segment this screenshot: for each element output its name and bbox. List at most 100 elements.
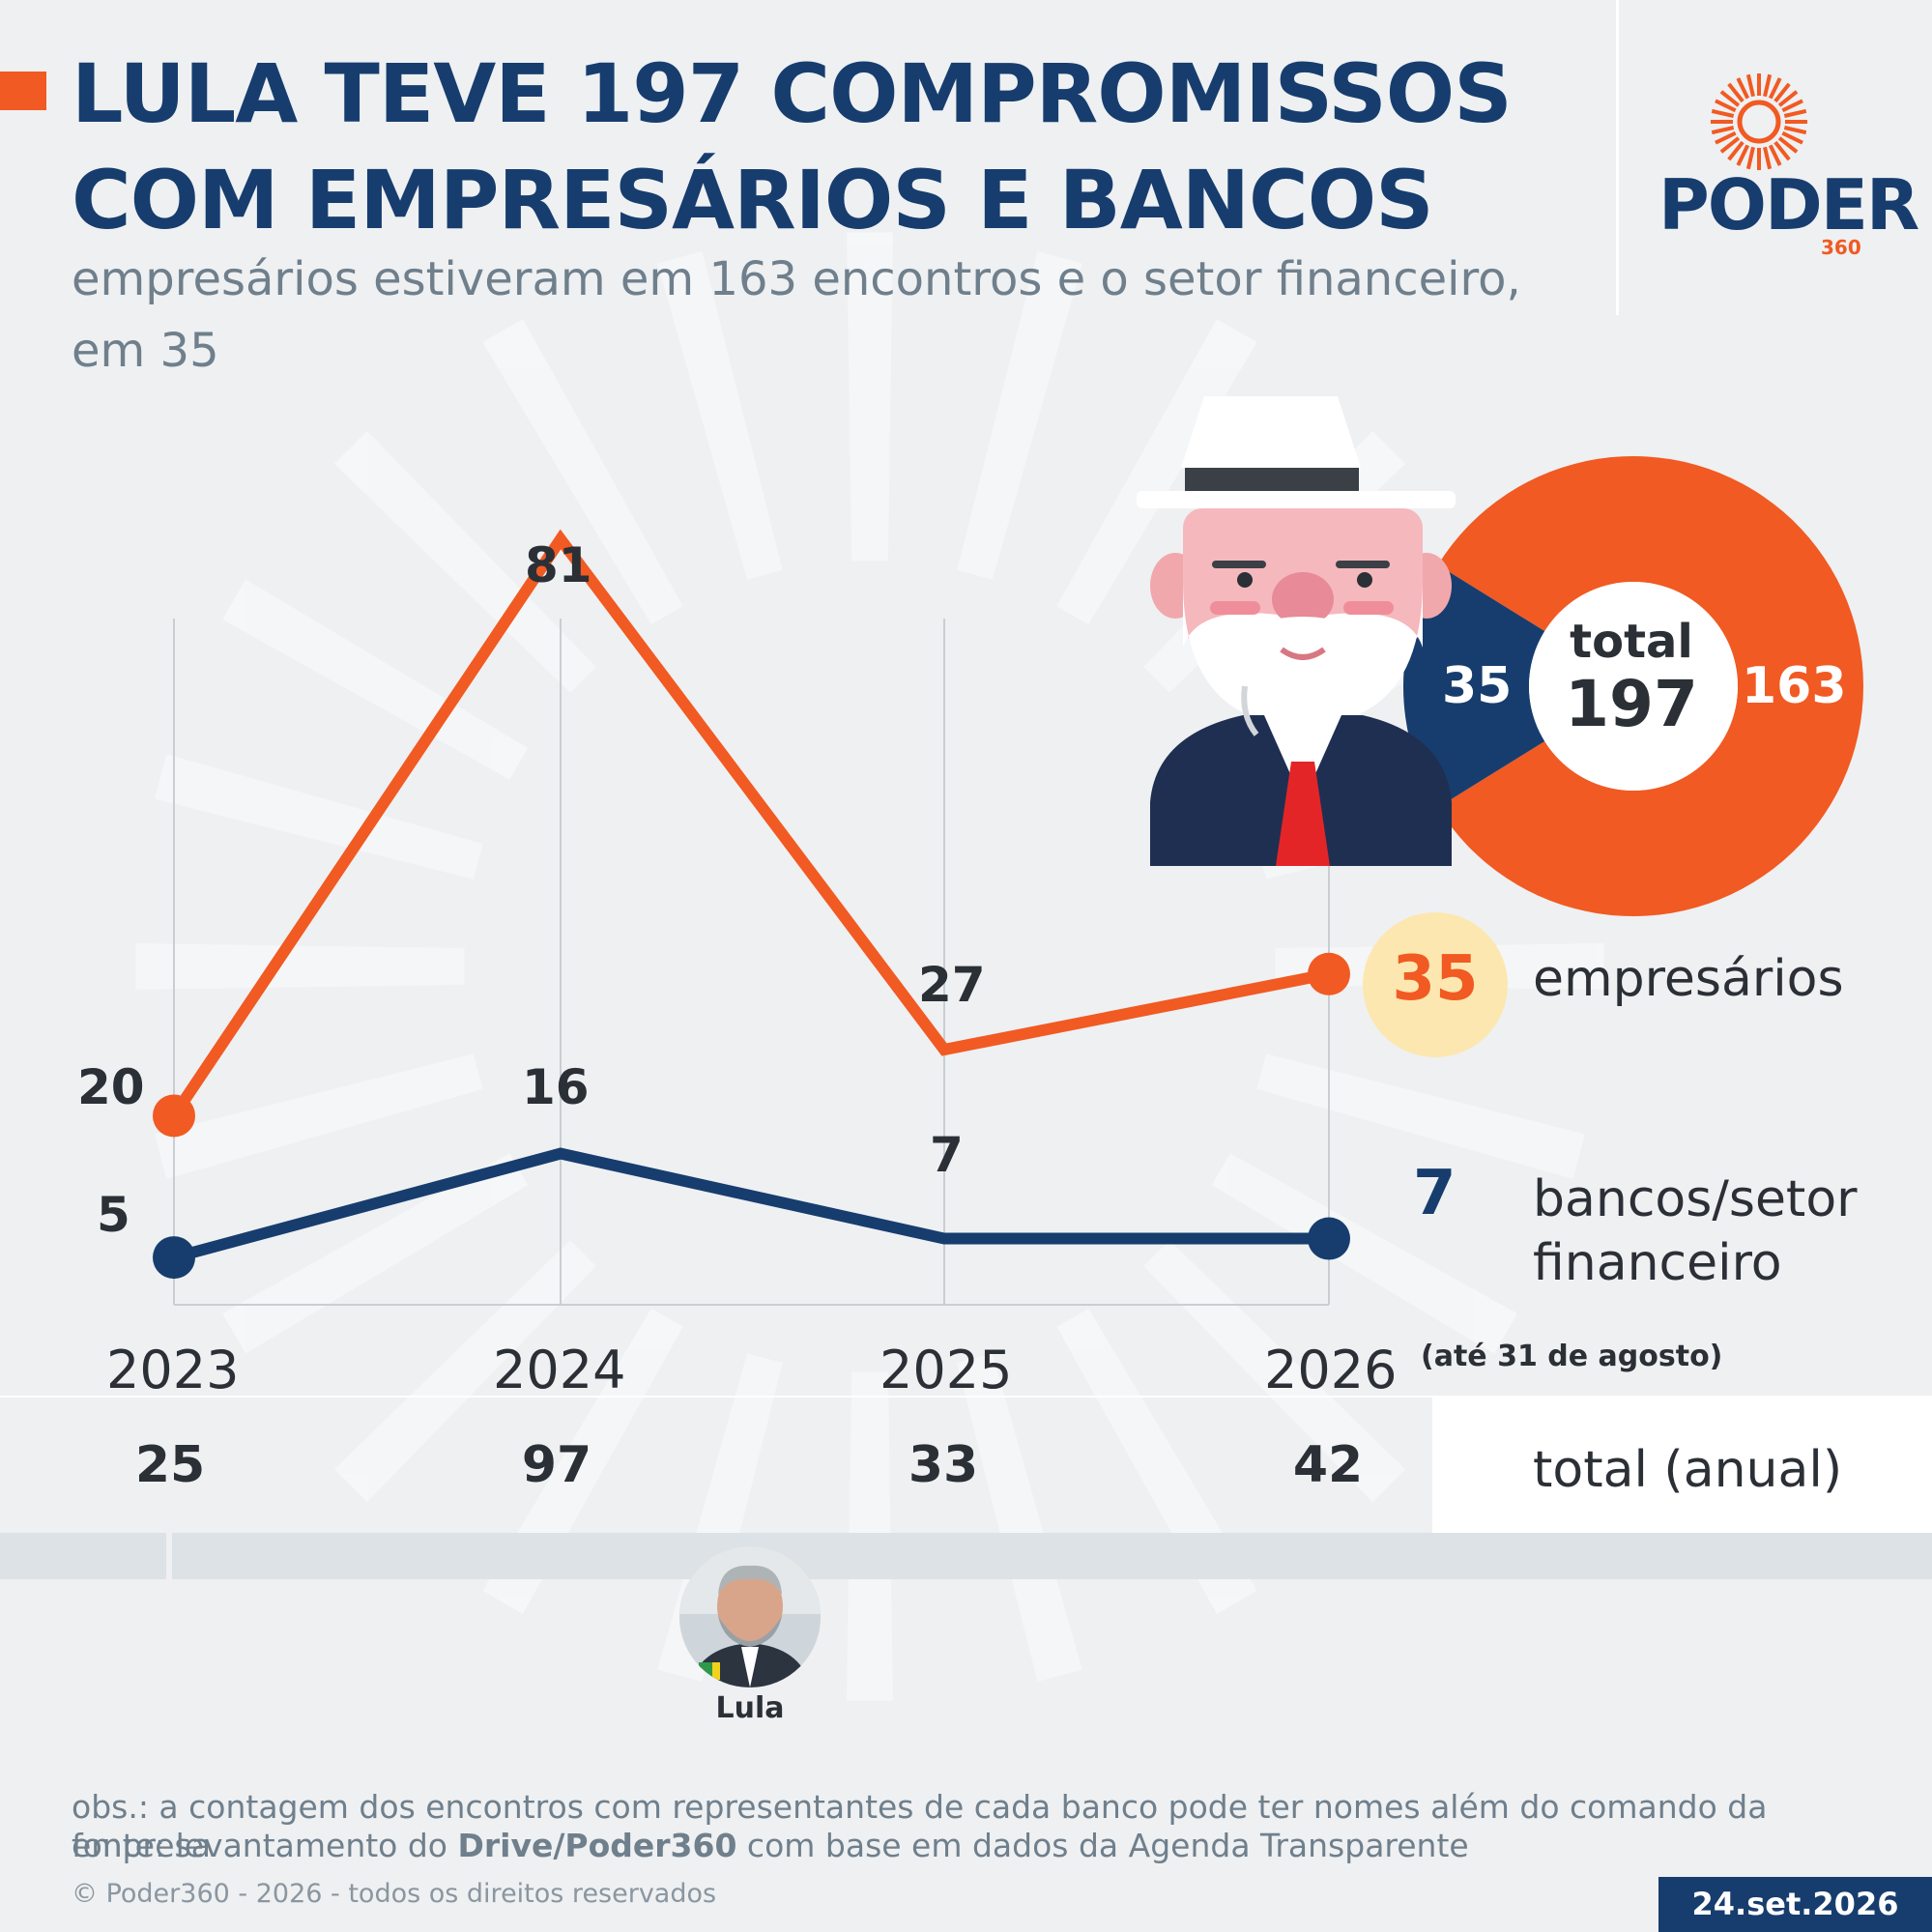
sunburst-ray [222, 579, 529, 780]
subtitle-line-2: em 35 [72, 324, 219, 378]
data-label-bank-2025: 7 [930, 1127, 964, 1183]
copyright: © Poder360 - 2026 - todos os direitos re… [72, 1879, 717, 1909]
legend-bank-label-line-1: bancos/setor [1533, 1170, 1858, 1228]
source-prefix: fonte: levantamento do [72, 1827, 458, 1864]
portrait-image [679, 1546, 821, 1687]
total-2026: 42 [1292, 1436, 1364, 1494]
totals-label-box [1432, 1398, 1932, 1533]
donut-total-word: total [1570, 615, 1693, 669]
donut-emp-label: 163 [1742, 657, 1847, 715]
timeline-band [172, 1533, 1932, 1579]
logo-sun-ray [1768, 144, 1782, 166]
logo-sun-ray [1781, 130, 1803, 145]
total-2024: 97 [521, 1436, 592, 1494]
highlight-circle [1363, 912, 1508, 1057]
subtitle-line-1: empresários estiveram em 163 encontros e… [72, 252, 1521, 306]
logo-sun-ray [1777, 136, 1799, 154]
donut-total-value: 197 [1565, 667, 1698, 741]
logo-sun-ray [1719, 90, 1741, 107]
sunburst-ray [333, 1240, 596, 1503]
sunburst-ray [333, 430, 596, 693]
logo-sun-ray [1736, 144, 1750, 166]
source-suffix: com base em dados da Agenda Transparente [736, 1827, 1469, 1864]
point-bancos-2026 [1308, 1217, 1350, 1260]
donut-bank-label: 35 [1442, 657, 1513, 715]
logo-sun-ray [1715, 130, 1737, 145]
data-label-emp-2024: 81 [525, 537, 592, 593]
caricature-illustration [1137, 396, 1456, 866]
logo-sun-ray [1745, 146, 1755, 170]
donut-slice-empresarios [1437, 456, 1863, 916]
title-line-1: LULA TEVE 197 COMPROMISSOS [72, 46, 1513, 141]
sunburst-ray [957, 251, 1082, 580]
point-empresarios-2026 [1308, 952, 1350, 995]
data-label-emp-2023: 20 [77, 1059, 145, 1115]
x-tick-2024: 2024 [493, 1340, 626, 1400]
logo-sun-ray [1777, 90, 1799, 107]
data-label-emp-2025: 27 [918, 957, 986, 1013]
point-bancos-2023 [153, 1236, 195, 1280]
x-tick-note: (até 31 de agosto) [1421, 1340, 1723, 1373]
legend-bank-label: bancos/setor financeiro [1533, 1168, 1858, 1295]
page-title: LULA TEVE 197 COMPROMISSOS COM EMPRESÁRI… [72, 41, 1579, 253]
logo-sun-ray [1763, 73, 1773, 98]
donut-hole [1529, 582, 1738, 791]
x-tick-2026: 2026 [1264, 1340, 1398, 1400]
sunburst-ray [1211, 1153, 1517, 1354]
sunburst-ray [1143, 1240, 1406, 1503]
sun-logo-icon [1711, 73, 1807, 170]
logo-sun-ray [1763, 146, 1773, 170]
legend-bank-label-line-2: financeiro [1533, 1234, 1782, 1292]
legend-emp-value: 35 [1392, 943, 1479, 1015]
sunburst-ray [155, 754, 483, 879]
logo-sun-ray [1719, 136, 1741, 154]
legend-emp-label: empresários [1533, 950, 1844, 1008]
logo-sun-ray [1711, 108, 1735, 118]
footer-source: fonte: levantamento do Drive/Poder360 co… [72, 1827, 1908, 1865]
series-line-empresarios [169, 529, 1331, 1119]
footer-obs: obs.: a contagem dos encontros com repre… [72, 1788, 1768, 1864]
logo-sun-core [1737, 100, 1781, 144]
x-tick-2023: 2023 [106, 1340, 240, 1400]
subtitle: empresários estiveram em 163 encontros e… [72, 244, 1599, 387]
sunburst-ray [847, 232, 893, 562]
logo-sun-ray [1727, 140, 1745, 161]
data-label-bank-2023: 5 [97, 1187, 130, 1243]
sunburst-ray [1056, 319, 1257, 625]
title-line-2: COM EMPRESÁRIOS E BANCOS [72, 153, 1434, 247]
sunburst-ray [1256, 1053, 1585, 1179]
logo-sun-ray [1768, 77, 1782, 100]
sunburst-ray [957, 1353, 1082, 1682]
source-bold: Drive/Poder360 [457, 1827, 737, 1864]
logo-sun-ray [1727, 82, 1745, 103]
x-tick-2025: 2025 [879, 1340, 1013, 1400]
lula-photo [679, 1546, 821, 1687]
accent-bar [0, 72, 46, 110]
totals-label: total (anual) [1533, 1441, 1843, 1499]
donut-slice-bancos [1403, 564, 1545, 808]
logo-sun-ray [1781, 99, 1803, 113]
sunburst-ray [155, 1053, 483, 1179]
logo-sun-ray [1773, 140, 1791, 161]
logo-number: 360 [1821, 236, 1861, 259]
totals-divider [0, 1396, 1932, 1398]
logo-sun-ray [1736, 77, 1750, 100]
logo-wordmark: PODER [1658, 164, 1919, 245]
logo-sun-ray [1715, 99, 1737, 113]
logo-sun-ray [1783, 126, 1807, 135]
sunburst-ray [657, 251, 783, 580]
donut-chart [1403, 456, 1863, 916]
total-2023: 25 [134, 1436, 206, 1494]
logo-sun-ray [1745, 73, 1755, 98]
sunburst-ray [135, 943, 465, 990]
date-badge: 24.set.2026 [1658, 1877, 1932, 1932]
sunburst-ray [222, 1153, 529, 1354]
series-line-bancos [172, 1147, 1329, 1263]
logo-sun-ray [1783, 108, 1807, 118]
data-label-bank-2024: 16 [522, 1059, 590, 1115]
sunburst-ray [482, 319, 683, 625]
logo-sun-ray [1711, 126, 1735, 135]
header-divider [1616, 0, 1619, 315]
timeline-band-left [0, 1533, 166, 1579]
